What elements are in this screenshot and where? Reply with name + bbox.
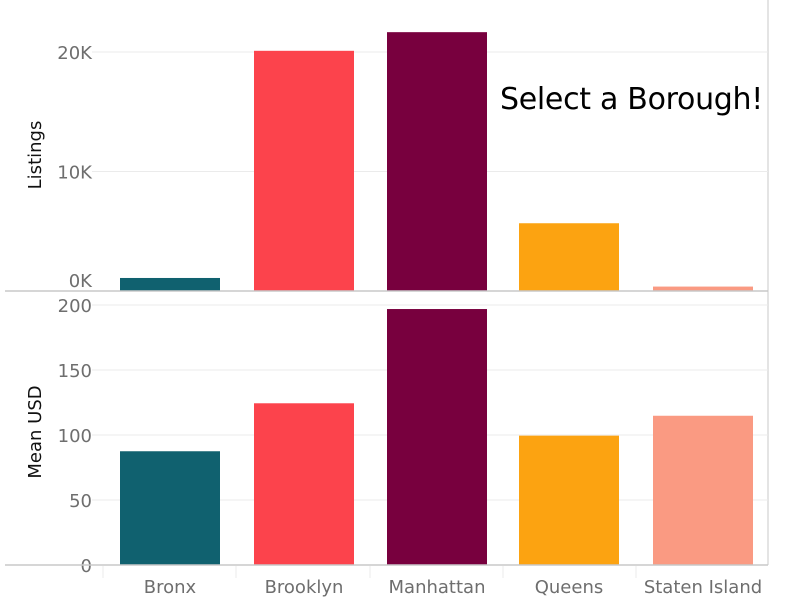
bar-bottom-staten-island [653, 415, 753, 565]
bar-top-queens [519, 223, 619, 291]
x-tick-label-queens: Queens [535, 577, 604, 598]
x-tick-label-manhattan: Manhattan [389, 577, 486, 598]
bar-top-bronx [120, 277, 220, 291]
select-borough-prompt: Select a Borough! [500, 82, 763, 117]
x-tick-label-staten-island: Staten Island [644, 577, 762, 598]
bar-top-manhattan [387, 32, 487, 292]
y-axis-label-top: Listings [25, 121, 46, 190]
bar-bottom-queens [519, 435, 619, 565]
bar-bottom-brooklyn [254, 403, 354, 565]
y-axis-label-bottom: Mean USD [25, 385, 46, 478]
y-tick-label-bottom: 100 [58, 426, 92, 447]
bar-top-staten-island [653, 286, 753, 291]
bar-top-brooklyn [254, 50, 354, 292]
y-tick-label-top: 10K [57, 163, 93, 184]
bar-bottom-manhattan [387, 309, 487, 565]
bar-bottom-bronx [120, 451, 220, 565]
y-tick-label-bottom: 50 [69, 491, 92, 512]
y-tick-label-bottom: 200 [58, 296, 92, 317]
y-tick-label-top: 0K [69, 271, 93, 292]
x-tick-label-bronx: Bronx [144, 577, 197, 598]
x-tick-label-brooklyn: Brooklyn [265, 577, 344, 598]
y-tick-label-bottom: 150 [58, 361, 92, 382]
y-tick-label-bottom: 0 [81, 556, 92, 577]
y-tick-label-top: 20K [57, 43, 93, 64]
